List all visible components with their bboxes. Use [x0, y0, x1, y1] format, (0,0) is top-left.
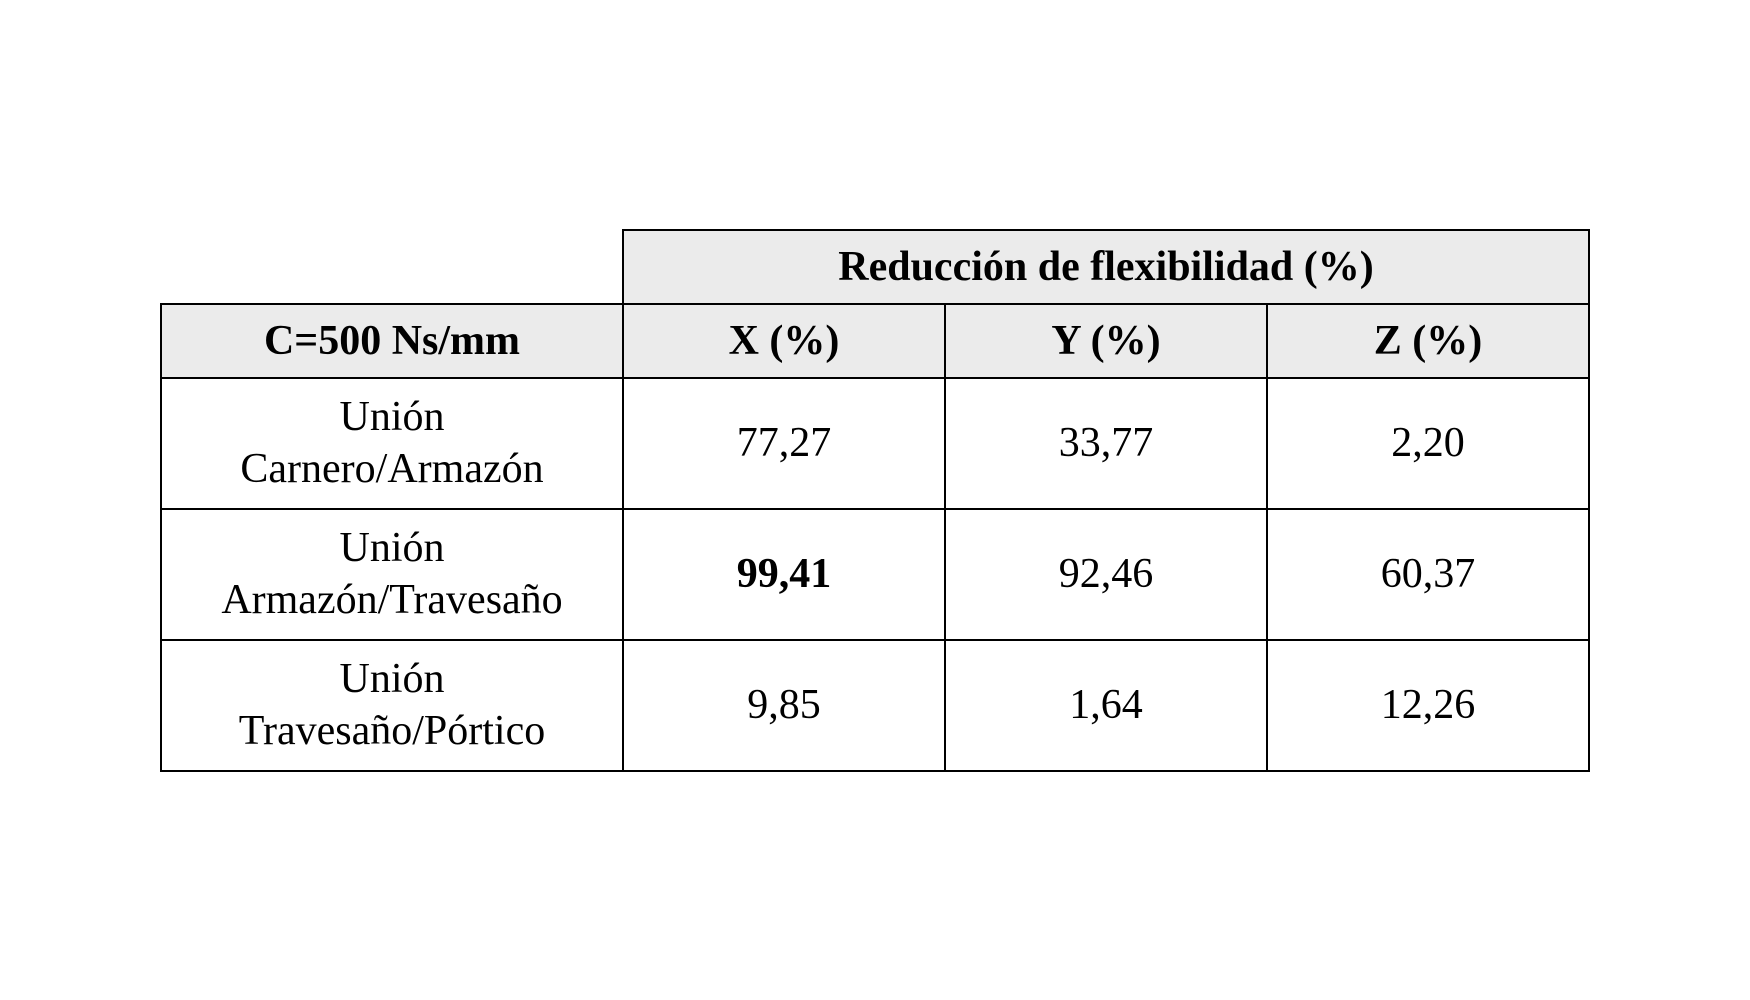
header-title-cell: Reducción de flexibilidad (%) — [623, 230, 1589, 304]
row-0-label: Unión Carnero/Armazón — [161, 378, 623, 509]
header-row-2: C=500 Ns/mm X (%) Y (%) Z (%) — [161, 304, 1589, 378]
row-0-label-line2: Carnero/Armazón — [240, 446, 543, 492]
row-2-label-line1: Unión — [340, 656, 445, 702]
row-1-label-line2: Armazón/Travesaño — [221, 577, 562, 623]
column-x-header: X (%) — [623, 304, 945, 378]
row-0-y-value: 33,77 — [945, 378, 1267, 509]
row-2-z-value: 12,26 — [1267, 640, 1589, 771]
table-row: Unión Carnero/Armazón 77,27 33,77 2,20 — [161, 378, 1589, 509]
row-1-label-line1: Unión — [340, 525, 445, 571]
column-z-header: Z (%) — [1267, 304, 1589, 378]
header-row-1: Reducción de flexibilidad (%) — [161, 230, 1589, 304]
row-1-label: Unión Armazón/Travesaño — [161, 509, 623, 640]
table-row: Unión Armazón/Travesaño 99,41 92,46 60,3… — [161, 509, 1589, 640]
row-2-x-value: 9,85 — [623, 640, 945, 771]
empty-corner-cell — [161, 230, 623, 304]
row-0-label-line1: Unión — [340, 394, 445, 440]
row-2-label-line2: Travesaño/Pórtico — [239, 708, 545, 754]
row-1-z-value: 60,37 — [1267, 509, 1589, 640]
row-1-x-value: 99,41 — [623, 509, 945, 640]
row-2-y-value: 1,64 — [945, 640, 1267, 771]
row-2-label: Unión Travesaño/Pórtico — [161, 640, 623, 771]
row-0-x-value: 77,27 — [623, 378, 945, 509]
row-1-y-value: 92,46 — [945, 509, 1267, 640]
row-0-z-value: 2,20 — [1267, 378, 1589, 509]
table-row: Unión Travesaño/Pórtico 9,85 1,64 12,26 — [161, 640, 1589, 771]
flexibility-reduction-table: Reducción de flexibilidad (%) C=500 Ns/m… — [160, 229, 1590, 772]
row-header-label: C=500 Ns/mm — [161, 304, 623, 378]
column-y-header: Y (%) — [945, 304, 1267, 378]
